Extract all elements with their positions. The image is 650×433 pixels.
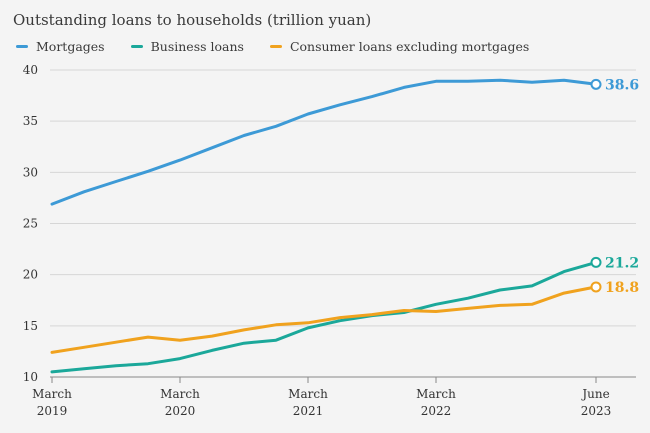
series-line-1	[50, 260, 598, 374]
legend-item-1: Business loans	[130, 39, 244, 54]
series-end-label-2: 18.8	[605, 280, 639, 296]
legend: Mortgages Business loans Consumer loans ex…	[16, 39, 529, 54]
y-tick-label-35: 35	[23, 114, 38, 128]
series-end-marker-1	[590, 256, 602, 268]
series-end-marker-0	[590, 78, 602, 90]
x-tick-label-2023-06-line2: 2023	[581, 404, 612, 418]
series-line-2	[50, 285, 598, 354]
legend-label-1: Business loans	[150, 39, 244, 54]
x-tick-label-2019-03-line2: 2019	[37, 404, 68, 418]
y-tick-label-15: 15	[23, 319, 38, 333]
legend-label-0: Mortgages	[36, 39, 105, 54]
y-tick-label-20: 20	[23, 268, 38, 282]
chart-title: Outstanding loans to households (trillio…	[13, 11, 372, 29]
x-tick-label-2022-03-line2: 2022	[421, 404, 452, 418]
x-tick-label-2020-03-line2: 2020	[165, 404, 196, 418]
series-end-label-0: 38.6	[605, 77, 639, 93]
x-tick-label-2023-06-line1: June	[580, 387, 609, 401]
y-tick-label-40: 40	[23, 63, 38, 77]
y-tick-label-30: 30	[23, 165, 38, 179]
legend-item-0: Mortgages	[16, 39, 105, 54]
legend-swatch-2	[269, 45, 282, 48]
legend-swatch-0	[16, 45, 28, 48]
y-tick-label-10: 10	[23, 370, 38, 384]
legend-label-2: Consumer loans excluding mortgages	[289, 39, 530, 54]
x-tick-label-2021-03-line1: March	[288, 387, 328, 401]
x-tick-label-2021-03-line2: 2021	[293, 404, 324, 418]
x-tick-label-2022-03-line1: March	[416, 387, 456, 401]
x-tick-label-2020-03-line1: March	[160, 387, 200, 401]
legend-item-2: Consumer loans excluding mortgages	[269, 39, 530, 54]
series-end-marker-2	[590, 281, 602, 293]
series-end-label-1: 21.2	[605, 255, 639, 271]
x-tick-label-2019-03-line1: March	[32, 387, 72, 401]
series-line-0	[50, 78, 598, 206]
y-tick-label-25: 25	[23, 217, 38, 231]
legend-swatch-1	[130, 45, 143, 48]
